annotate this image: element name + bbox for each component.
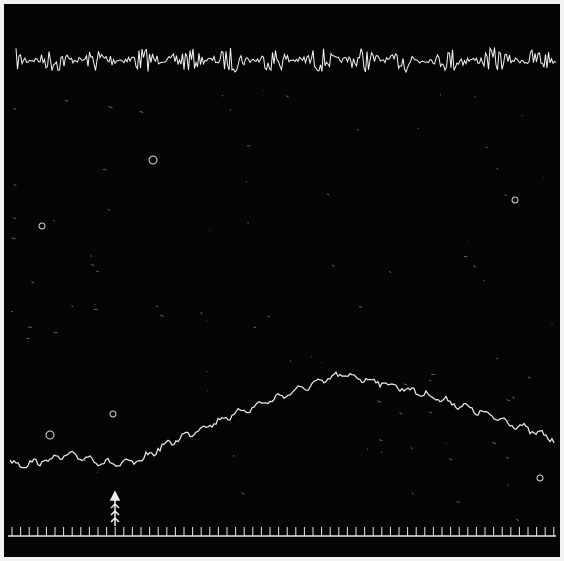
dust bbox=[97, 472, 98, 473]
dust bbox=[552, 323, 553, 324]
dust bbox=[291, 361, 292, 363]
dust bbox=[42, 312, 43, 313]
dust bbox=[207, 371, 208, 372]
plate bbox=[4, 4, 560, 557]
